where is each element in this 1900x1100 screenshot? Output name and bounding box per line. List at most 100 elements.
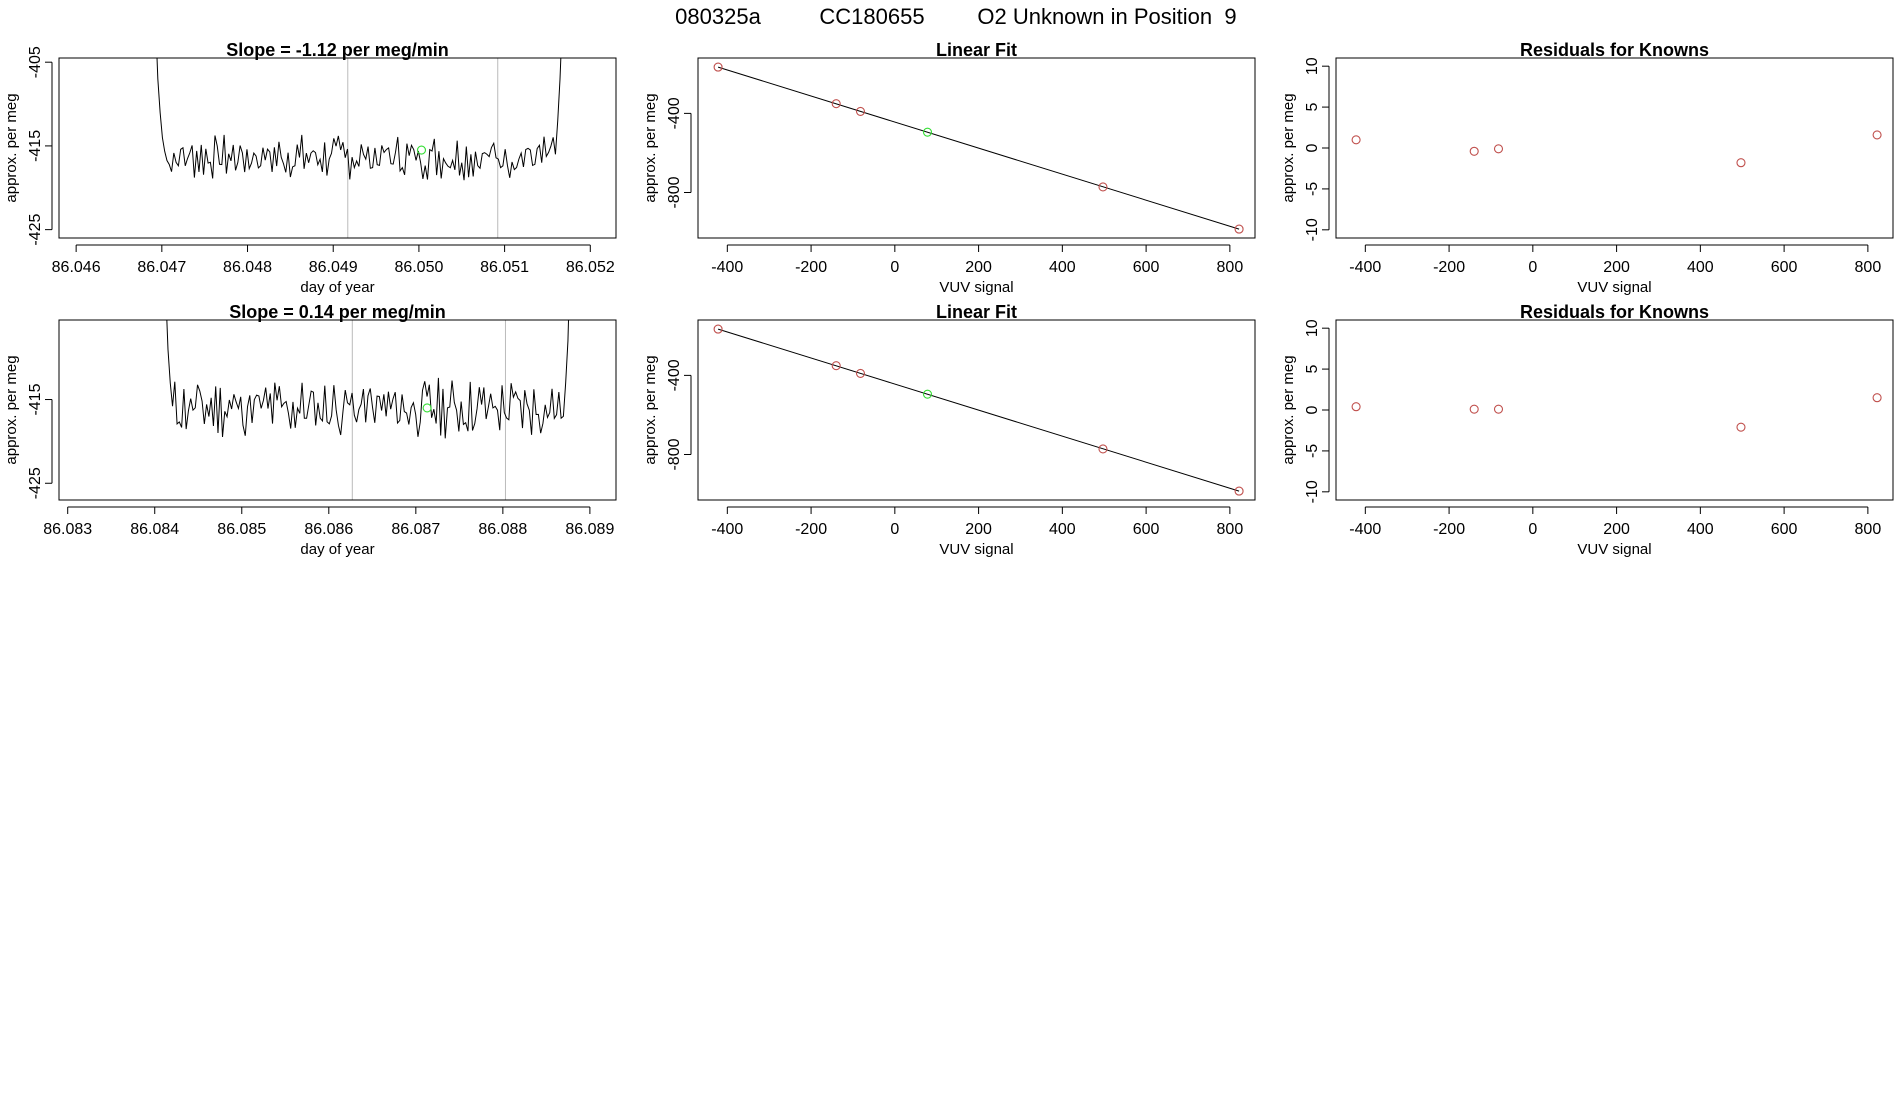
fit-line	[717, 66, 1240, 230]
x-tick-label: 400	[1687, 259, 1714, 276]
x-axis-label: day of year	[300, 279, 374, 296]
x-tick-label: 400	[1049, 259, 1076, 276]
x-tick-label: 86.089	[565, 521, 614, 538]
x-tick-label: 86.046	[52, 259, 101, 276]
x-tick-label: 600	[1133, 521, 1160, 538]
plot-data-layer	[166, 320, 570, 500]
y-tick-label: -400	[666, 359, 683, 391]
panel-title: Slope = 0.14 per meg/min	[229, 302, 446, 322]
y-axis-label: approx. per meg	[3, 355, 20, 464]
x-axis-label: VUV signal	[939, 279, 1013, 296]
x-axis-label: VUV signal	[939, 541, 1013, 558]
x-tick-label: 400	[1687, 521, 1714, 538]
plot-frame	[58, 319, 617, 501]
y-tick-label: 10	[1304, 319, 1321, 337]
x-tick-label: 600	[1133, 259, 1160, 276]
unknown-point	[922, 127, 933, 137]
x-tick-label: 0	[1528, 259, 1537, 276]
plot-data-layer	[1351, 393, 1882, 432]
x-tick-label: -200	[795, 259, 827, 276]
y-tick-label: -425	[27, 214, 44, 246]
fit-line	[717, 328, 1240, 492]
known-point	[1872, 130, 1882, 140]
y-tick-label: 5	[1304, 365, 1321, 374]
x-tick-label: 800	[1855, 259, 1882, 276]
x-tick-label: -400	[1349, 521, 1381, 538]
y-tick-label: -10	[1304, 480, 1321, 503]
known-point	[1098, 182, 1108, 192]
plot-data-layer	[713, 62, 1244, 234]
y-axis-label: approx. per meg	[3, 93, 20, 202]
x-tick-label: 600	[1771, 521, 1798, 538]
panel-row2-linear-fit: -400 -200 0 200 400 600 800 VUV signal -400 -800 a…	[642, 302, 1256, 558]
x-tick-label: 86.083	[43, 521, 92, 538]
x-tick-label: 600	[1771, 259, 1798, 276]
panel-row2-time-series: 86.083 86.084 86.085 86.086 86.087 86.088 86.0…	[3, 302, 617, 558]
series-line	[156, 58, 562, 181]
x-tick-label: -400	[711, 521, 743, 538]
panel-title: Linear Fit	[936, 302, 1017, 322]
y-axis-label: approx. per meg	[1280, 93, 1297, 202]
x-tick-label: 0	[890, 521, 899, 538]
known-point	[713, 62, 723, 72]
x-tick-label: -200	[795, 521, 827, 538]
x-axis-label: day of year	[300, 541, 374, 558]
plot-data-layer	[713, 324, 1244, 496]
y-tick-label: -10	[1304, 218, 1321, 241]
y-tick-label: 10	[1304, 57, 1321, 75]
known-point	[831, 361, 841, 371]
known-point	[1736, 158, 1746, 168]
known-point	[1493, 144, 1504, 154]
x-tick-label: 86.050	[394, 259, 443, 276]
known-point	[1234, 224, 1244, 234]
panel-title: Slope = -1.12 per meg/min	[226, 40, 449, 60]
plot-data-layer	[156, 58, 562, 238]
panel-row1-linear-fit: -400 -200 0 200 400 600 800 VUV signal -400 -800 a…	[642, 40, 1256, 296]
y-tick-label: -5	[1304, 182, 1321, 196]
known-point	[1098, 444, 1108, 454]
x-tick-label: 86.049	[309, 259, 358, 276]
x-tick-label: 86.052	[566, 259, 615, 276]
x-tick-label: 86.051	[480, 259, 529, 276]
unknown-point	[922, 389, 933, 399]
plot-frame	[1335, 319, 1894, 501]
x-tick-label: 86.088	[478, 521, 527, 538]
x-axis-label: VUV signal	[1577, 541, 1651, 558]
y-tick-label: 0	[1304, 143, 1321, 152]
y-tick-label: -5	[1304, 444, 1321, 458]
known-point	[1493, 404, 1504, 414]
y-tick-label: -400	[666, 97, 683, 129]
y-axis-label: approx. per meg	[1280, 355, 1297, 464]
x-tick-label: 200	[1603, 521, 1630, 538]
y-tick-label: -415	[27, 383, 44, 415]
figure-title-run-id: 080325a	[675, 4, 761, 29]
panel-title: Residuals for Knowns	[1520, 40, 1709, 60]
known-point	[713, 324, 723, 334]
panel-title: Linear Fit	[936, 40, 1017, 60]
known-point	[1469, 404, 1479, 414]
figure-title-cylinder: CC180655	[819, 4, 924, 29]
x-tick-label: 400	[1049, 521, 1076, 538]
x-tick-label: 0	[890, 259, 899, 276]
x-tick-label: 800	[1217, 259, 1244, 276]
x-tick-label: 0	[1528, 521, 1537, 538]
y-axis-label: approx. per meg	[642, 93, 659, 202]
y-axis-label: approx. per meg	[642, 355, 659, 464]
known-point	[1872, 393, 1882, 403]
known-point	[1351, 135, 1361, 145]
known-point	[1351, 402, 1361, 412]
x-tick-label: 86.048	[223, 259, 272, 276]
series-line	[166, 320, 570, 439]
plot-data-layer	[1351, 130, 1882, 168]
y-tick-label: -425	[27, 467, 44, 499]
x-tick-label: 86.085	[217, 521, 266, 538]
plot-frame	[58, 57, 617, 239]
x-tick-label: -400	[711, 259, 743, 276]
plot-frame	[697, 57, 1256, 239]
known-point	[1469, 146, 1479, 156]
plot-frame	[697, 319, 1256, 501]
y-tick-label: -415	[27, 130, 44, 162]
panel-row2-residuals: -400 -200 0 200 400 600 800 VUV signal 10 5 0 -5 -10…	[1280, 302, 1894, 558]
y-tick-label: 5	[1304, 103, 1321, 112]
